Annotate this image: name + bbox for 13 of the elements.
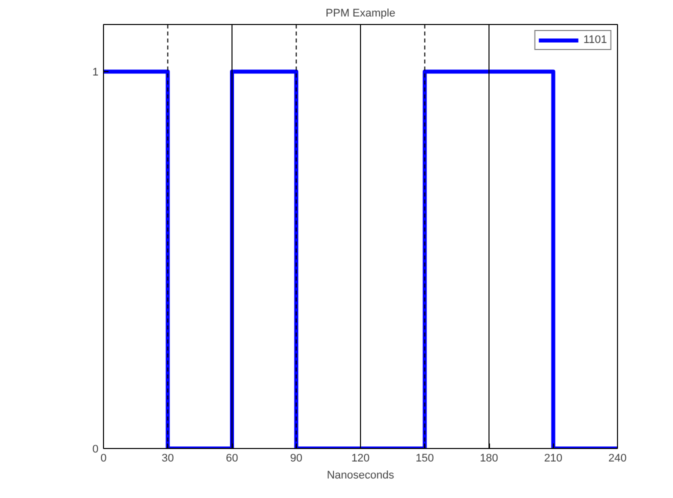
legend-label: 1101 — [583, 34, 607, 46]
x-tick-label: 240 — [608, 452, 627, 464]
chart-title: PPM Example — [326, 8, 396, 20]
x-tick-label: 120 — [351, 452, 370, 464]
x-tick-label: 150 — [416, 452, 434, 464]
x-tick-label: 180 — [480, 452, 498, 464]
x-tick-label: 30 — [162, 452, 174, 464]
y-tick-label: 1 — [92, 66, 99, 79]
x-tick-label: 0 — [100, 452, 107, 464]
x-tick-label: 90 — [290, 452, 302, 464]
x-tick-label: 210 — [544, 452, 562, 464]
x-tick-label: 60 — [226, 452, 238, 464]
x-axis-title: Nanoseconds — [326, 470, 395, 482]
